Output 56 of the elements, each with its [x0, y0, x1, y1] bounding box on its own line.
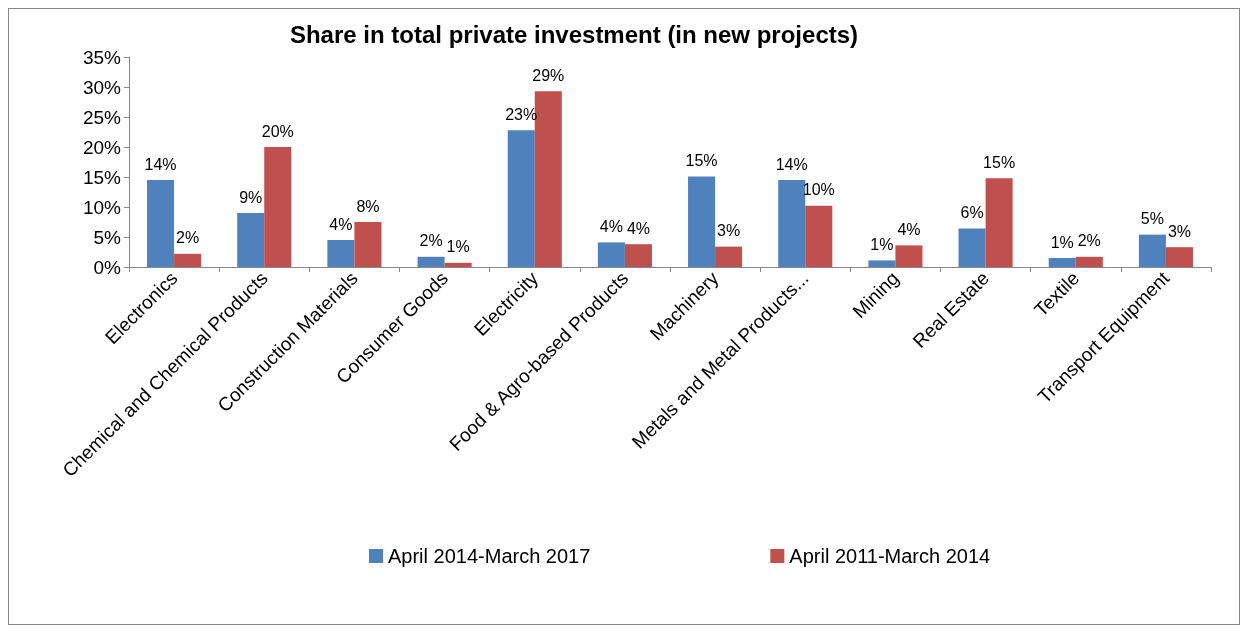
bar [715, 246, 743, 267]
data-label: 9% [239, 188, 263, 206]
data-label: 1% [446, 238, 470, 256]
data-label: 2% [1077, 232, 1101, 250]
data-label: 8% [356, 197, 380, 215]
y-tick-label: 15% [82, 166, 122, 188]
data-label: 14% [775, 155, 808, 173]
data-label: 14% [144, 155, 177, 173]
bar [417, 256, 445, 267]
data-label: 2% [419, 232, 443, 250]
bar [174, 253, 202, 267]
chart-title: Share in total private investment (in new projects) [289, 20, 859, 48]
bar [624, 244, 652, 267]
data-label: 15% [685, 151, 718, 169]
data-label: 15% [983, 153, 1016, 171]
bar [688, 176, 716, 267]
bar [778, 180, 806, 267]
y-tick-label: 20% [82, 136, 122, 158]
data-label: 4% [329, 215, 353, 233]
data-label: 5% [1140, 210, 1164, 228]
y-tick-label: 35% [82, 46, 122, 68]
bar [1048, 258, 1076, 267]
data-label: 1% [1050, 233, 1074, 251]
y-tick-label: 0% [93, 256, 122, 278]
bar [895, 245, 923, 267]
bar [354, 222, 382, 267]
bar [597, 242, 625, 267]
data-label: 20% [261, 122, 294, 140]
bar [507, 130, 535, 267]
legend-label: April 2014-March 2017 [388, 545, 591, 567]
data-label: 4% [626, 219, 650, 237]
bar [147, 180, 175, 267]
y-tick-label: 10% [82, 196, 122, 218]
data-label: 3% [1167, 222, 1191, 240]
bar [237, 213, 265, 267]
bar [1165, 247, 1193, 267]
bar [444, 262, 472, 267]
data-label: 2% [176, 229, 200, 247]
bar [264, 147, 292, 267]
bar [985, 178, 1013, 267]
bar [805, 205, 833, 267]
data-label: 4% [897, 220, 921, 238]
data-label: 6% [960, 204, 984, 222]
data-label: 4% [599, 217, 623, 235]
y-tick-label: 25% [82, 106, 122, 128]
bar [868, 260, 896, 267]
y-tick-label: 5% [93, 226, 122, 248]
data-label: 29% [532, 66, 565, 84]
y-tick-label: 30% [82, 76, 122, 98]
legend-label: April 2011-March 2014 [789, 545, 991, 567]
data-label: 1% [870, 235, 894, 253]
bar [1075, 256, 1103, 267]
bar [958, 228, 986, 267]
bar [1138, 234, 1166, 267]
bar [327, 240, 355, 267]
data-label: 3% [717, 222, 741, 240]
